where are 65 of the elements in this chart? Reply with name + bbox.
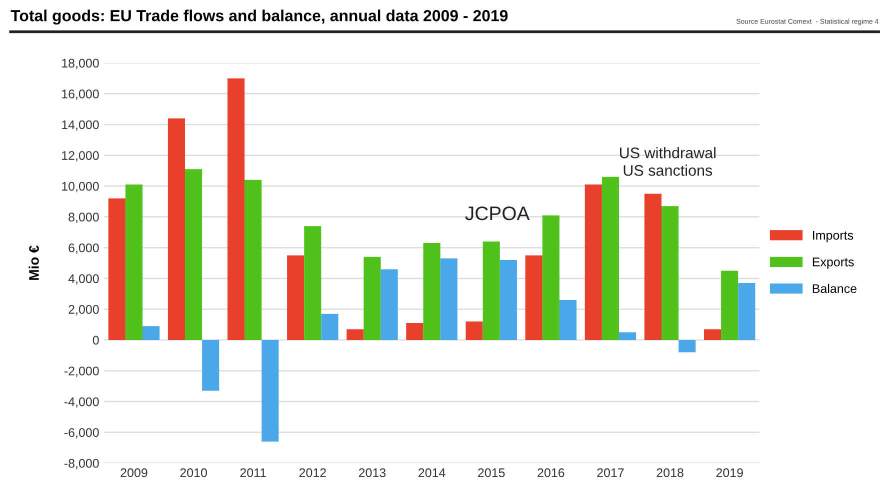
y-tick-label: 6,000 xyxy=(68,243,99,254)
y-tick-label: 10,000 xyxy=(62,182,99,192)
bar xyxy=(440,258,458,340)
bar xyxy=(721,270,738,340)
bar xyxy=(644,194,662,340)
x-tick-label: 2011 xyxy=(240,468,266,478)
y-tick-label: 16,000 xyxy=(62,90,99,100)
bar xyxy=(108,198,126,340)
y-tick-label: -6,000 xyxy=(64,428,99,438)
bar xyxy=(525,255,542,340)
x-tick-label: 2015 xyxy=(478,468,505,478)
y-tick-label: 14,000 xyxy=(62,120,99,131)
bar xyxy=(482,241,500,340)
y-tick-label: -4,000 xyxy=(64,397,99,408)
bar xyxy=(304,226,322,340)
bar xyxy=(466,322,483,340)
y-tick-label: -2,000 xyxy=(64,366,99,377)
y-tick-label: -8,000 xyxy=(64,458,99,470)
bar xyxy=(542,215,560,340)
bar xyxy=(321,314,338,340)
chart-title: Total goods: EU Trade flows and balance, annual data 2009 - 2019 xyxy=(10,10,508,25)
x-tick-label: 2012 xyxy=(299,468,326,478)
x-tick-label: 2013 xyxy=(358,468,386,478)
bar xyxy=(287,255,304,340)
bar xyxy=(346,329,364,340)
legend-label: Imports xyxy=(813,231,854,242)
bar xyxy=(227,78,245,340)
bar xyxy=(244,180,262,340)
y-tick-label: 0 xyxy=(92,336,99,345)
bar xyxy=(168,118,185,340)
annotation: US withdrawal US sanctions xyxy=(620,147,716,176)
x-tick-label: 2009 xyxy=(120,468,148,478)
y-tick-label: 8,000 xyxy=(68,212,99,223)
bar xyxy=(662,206,679,340)
x-tick-label: 2019 xyxy=(716,468,743,478)
y-tick-label: 18,000 xyxy=(62,58,99,70)
legend-label: Balance xyxy=(812,284,856,294)
x-tick-label: 2017 xyxy=(597,468,624,478)
bar xyxy=(185,169,202,340)
bar xyxy=(364,256,381,340)
bar xyxy=(380,269,398,340)
bar xyxy=(602,176,620,340)
bar xyxy=(500,260,517,340)
bar xyxy=(423,243,440,340)
bar xyxy=(262,340,279,442)
annotation: JCPOA xyxy=(465,206,530,220)
bar xyxy=(584,184,602,340)
y-axis-title: Mio € xyxy=(28,246,39,280)
bar xyxy=(142,326,160,340)
x-tick-label: 2010 xyxy=(180,468,207,478)
bar xyxy=(125,184,143,340)
bar xyxy=(704,329,722,340)
legend-label: Exports xyxy=(812,258,854,269)
y-tick-label: 4,000 xyxy=(68,274,99,285)
x-tick-label: 2014 xyxy=(418,468,446,478)
x-tick-label: 2016 xyxy=(538,468,564,478)
bar xyxy=(619,332,636,340)
bar xyxy=(559,300,577,340)
bar xyxy=(678,340,696,352)
bar xyxy=(202,340,220,391)
bar xyxy=(738,283,756,340)
y-tick-label: 2,000 xyxy=(68,305,99,316)
y-tick-label: 12,000 xyxy=(62,151,99,162)
x-tick-label: 2018 xyxy=(656,468,684,478)
bar xyxy=(406,323,424,340)
